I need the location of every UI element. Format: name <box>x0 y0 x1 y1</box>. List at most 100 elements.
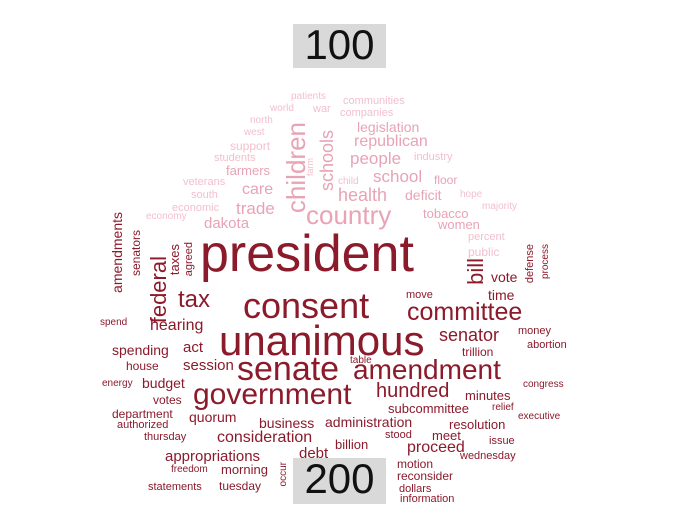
cloud-word: floor <box>434 173 458 187</box>
cloud-word: economy <box>146 211 187 222</box>
cloud-word: farm <box>305 158 315 176</box>
cloud-word: votes <box>153 393 182 407</box>
cloud-word: hearing <box>150 317 204 334</box>
cloud-word: trade <box>236 199 275 218</box>
top-label: 100 <box>293 24 386 68</box>
cloud-word: amendment <box>353 354 501 385</box>
cloud-word: bill <box>463 258 488 285</box>
cloud-word: abortion <box>527 339 567 351</box>
cloud-word: school <box>373 167 423 186</box>
cloud-word: amendments <box>109 212 125 293</box>
cloud-word: hundred <box>376 380 450 402</box>
cloud-word: morning <box>221 462 268 477</box>
cloud-word: patients <box>291 91 327 102</box>
cloud-word: thursday <box>144 431 187 443</box>
cloud-word: committee <box>407 298 523 326</box>
cloud-word: issue <box>489 435 515 447</box>
cloud-word: business <box>259 415 315 431</box>
cloud-word: proceed <box>407 439 465 456</box>
cloud-word: farmers <box>226 163 271 178</box>
cloud-word: appropriations <box>165 448 261 465</box>
cloud-word: energy <box>102 378 133 389</box>
cloud-word: senate <box>237 350 340 388</box>
cloud-word: spend <box>100 317 128 328</box>
cloud-word: information <box>400 493 455 505</box>
cloud-word: north <box>250 115 273 126</box>
cloud-word: administration <box>325 414 413 430</box>
cloud-word: debt <box>299 445 329 462</box>
cloud-word: women <box>438 217 480 232</box>
cloud-word: occur <box>278 462 289 487</box>
cloud-word: industry <box>414 151 453 163</box>
cloud-word: students <box>214 152 256 164</box>
cloud-word: tuesday <box>219 479 262 493</box>
cloud-word: west <box>244 127 265 138</box>
cloud-word: world <box>270 103 294 114</box>
cloud-word: relief <box>492 402 514 413</box>
cloud-word: billion <box>335 437 369 452</box>
cloud-word: federal <box>146 256 171 324</box>
cloud-word: meet <box>432 428 461 443</box>
cloud-word: freedom <box>171 464 208 475</box>
cloud-word: stood <box>385 429 412 441</box>
cloud-word: care <box>242 181 274 198</box>
cloud-word: tax <box>178 286 211 313</box>
cloud-word: child <box>338 176 359 187</box>
cloud-word: dollars <box>399 483 432 495</box>
cloud-word: executive <box>518 411 561 422</box>
cloud-word: minutes <box>465 388 511 403</box>
cloud-word: congress <box>523 379 564 390</box>
cloud-word: south <box>191 189 218 201</box>
cloud-word: quorum <box>189 409 237 425</box>
cloud-word: reconsider <box>397 469 454 483</box>
cloud-word: country <box>306 200 392 230</box>
cloud-word: majority <box>482 201 518 212</box>
cloud-word: people <box>350 149 402 168</box>
cloud-word: legislation <box>357 119 420 135</box>
cloud-word: vote <box>491 269 518 285</box>
cloud-word: companies <box>340 107 394 119</box>
cloud-word: unanimous <box>219 317 425 364</box>
cloud-word: support <box>230 139 271 153</box>
cloud-word: department <box>112 407 173 421</box>
cloud-word: communities <box>343 95 405 107</box>
cloud-word: statements <box>148 481 202 493</box>
cloud-word: percent <box>468 231 505 243</box>
cloud-word: war <box>313 103 331 115</box>
cloud-word: session <box>183 357 234 374</box>
cloud-word: economic <box>172 202 220 214</box>
cloud-word: motion <box>397 457 434 471</box>
bottom-label: 200 <box>293 458 386 504</box>
cloud-word: trillion <box>462 345 494 359</box>
cloud-word: defense <box>524 244 536 284</box>
cloud-word: money <box>518 325 552 337</box>
cloud-word: president <box>200 225 414 283</box>
cloud-word: dakota <box>204 215 250 232</box>
cloud-word: budget <box>142 375 185 391</box>
cloud-word: spending <box>112 342 169 358</box>
cloud-word: subcommittee <box>388 401 469 416</box>
cloud-word: hope <box>460 189 483 200</box>
cloud-word: wednesday <box>460 450 516 462</box>
cloud-word: agreed <box>183 242 195 277</box>
cloud-word: health <box>338 185 388 205</box>
cloud-word: authorized <box>117 419 169 431</box>
cloud-word: public <box>468 245 500 259</box>
cloud-word: deficit <box>405 187 442 203</box>
cloud-word: process <box>540 244 551 280</box>
cloud-word: resolution <box>449 417 506 432</box>
cloud-word: house <box>126 359 159 373</box>
cloud-word: veterans <box>183 176 226 188</box>
cloud-word: republican <box>354 133 428 150</box>
cloud-word: time <box>488 287 515 303</box>
cloud-word: table <box>350 355 372 366</box>
cloud-word: senator <box>439 325 500 345</box>
cloud-word: senators <box>129 230 143 277</box>
cloud-word: tobacco <box>423 206 469 221</box>
cloud-word: move <box>406 289 433 301</box>
cloud-word: schools <box>317 130 337 192</box>
cloud-word: consideration <box>217 429 313 446</box>
cloud-word: consent <box>243 285 370 326</box>
cloud-word: government <box>193 378 352 411</box>
